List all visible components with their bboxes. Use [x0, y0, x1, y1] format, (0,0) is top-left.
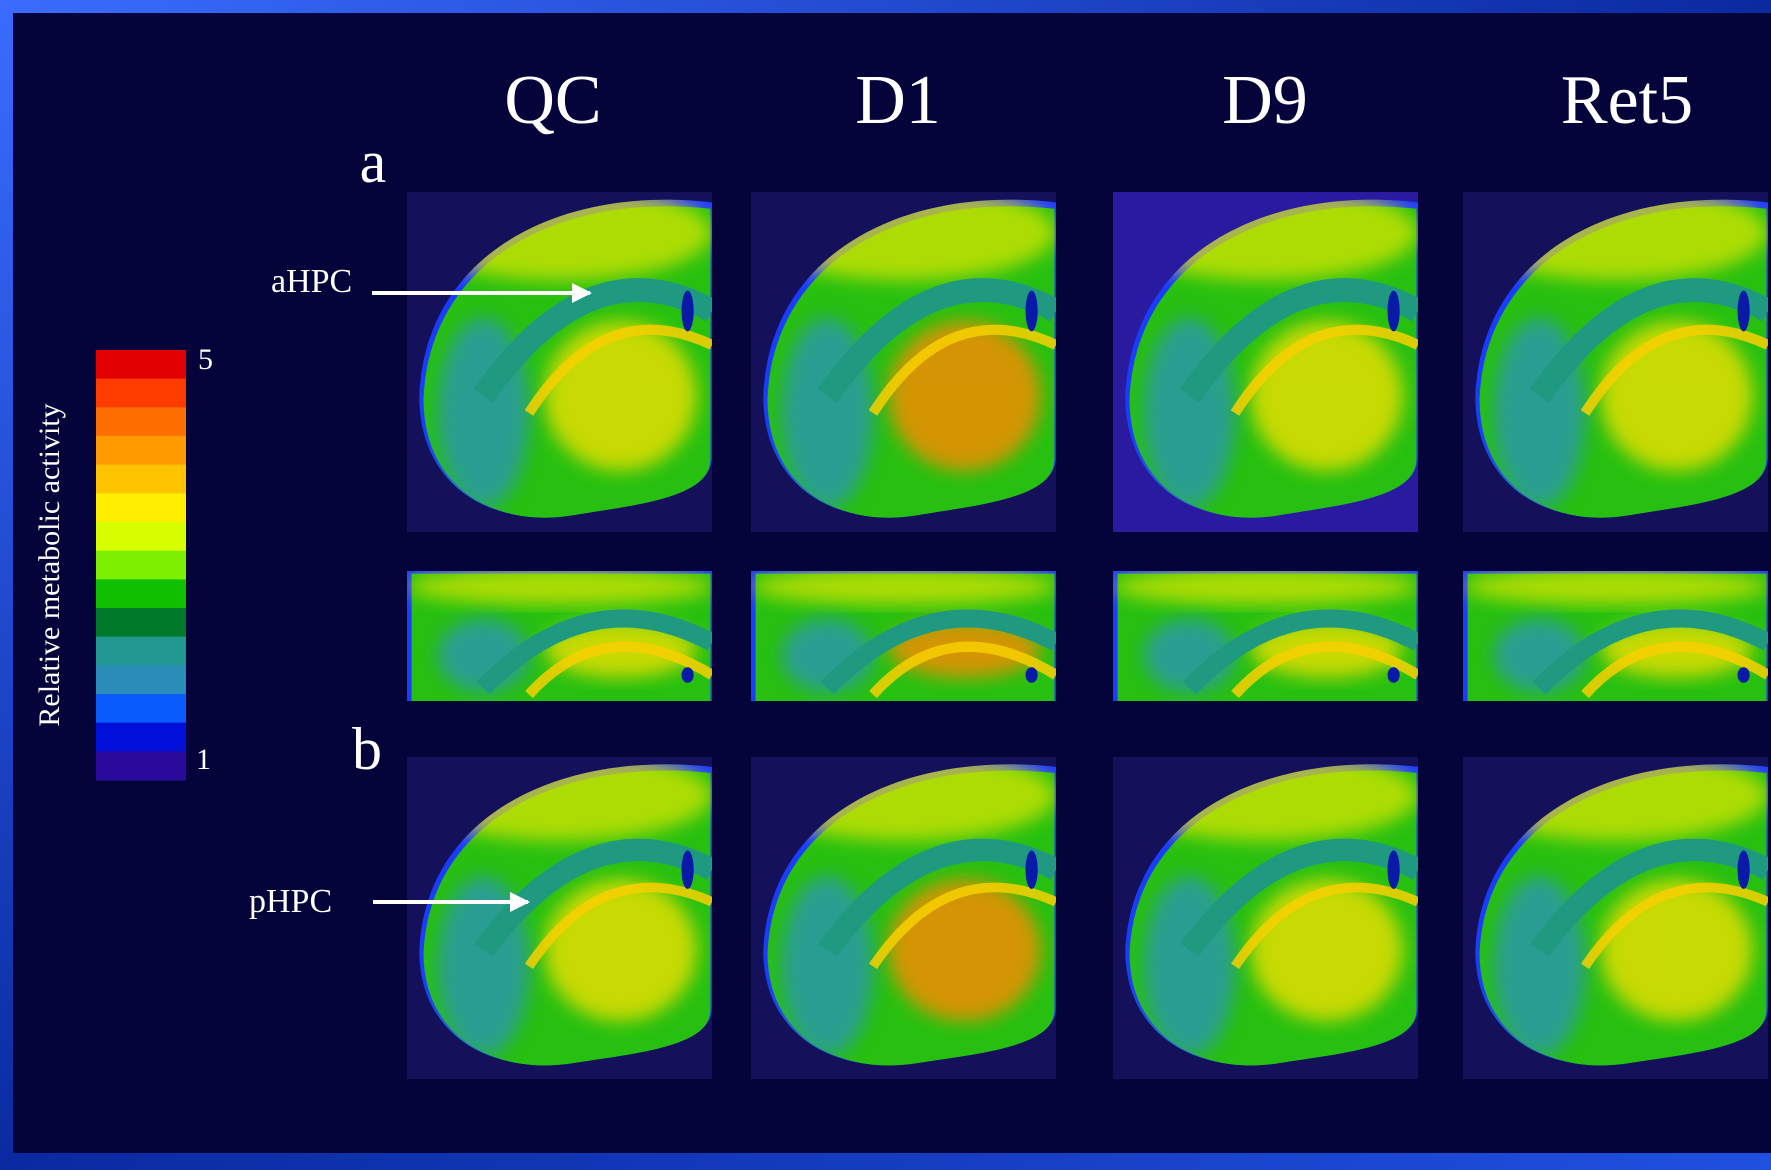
colorbar-segment [96, 551, 186, 580]
ventricle [1026, 667, 1038, 683]
colorbar-segment [96, 379, 186, 408]
cortex [1113, 568, 1418, 604]
ventricle [682, 850, 694, 889]
hot-spot [1250, 879, 1403, 1021]
column-header: D1 [855, 62, 941, 139]
colorbar-segment [96, 608, 186, 637]
ventricle [1388, 291, 1400, 332]
brain-panel [407, 568, 712, 701]
brain-panel [407, 185, 712, 532]
annotation: aHPC [271, 263, 352, 300]
brain-panel [751, 185, 1056, 532]
hot-spot [1600, 321, 1753, 471]
brain-tissue [407, 568, 712, 701]
ventricle [1738, 667, 1750, 683]
ventricle [1738, 850, 1750, 889]
brain-panel [751, 751, 1056, 1079]
column-header: QC [504, 62, 601, 139]
colorbar-max: 5 [198, 343, 213, 376]
cortex [1463, 568, 1768, 604]
colorbar-segment [96, 637, 186, 666]
ventricle [1388, 667, 1400, 683]
brain-tissue [751, 568, 1056, 701]
colorbar-segment [96, 465, 186, 494]
colorbar-segment [96, 407, 186, 436]
hot-spot [888, 879, 1041, 1021]
ventricle [1026, 291, 1038, 332]
row-label: a [360, 129, 387, 195]
colorbar-segment [96, 694, 186, 723]
brain-panel [1113, 568, 1418, 701]
cortex [751, 568, 1056, 604]
colorbar-segment [96, 350, 186, 379]
ventricle [1388, 850, 1400, 889]
colorbar-segment [96, 723, 186, 752]
hot-spot [544, 321, 697, 471]
colorbar-segment [96, 522, 186, 551]
colorbar-label: Relative metabolic activity [33, 403, 66, 726]
hot-spot [888, 321, 1041, 471]
column-header: D9 [1222, 62, 1308, 139]
colorbar-segment [96, 579, 186, 608]
page: QC D1 D9 Ret5 a b aHPC pHPC 5 1 Relative… [0, 0, 1771, 1170]
brain-panel [1463, 568, 1768, 701]
brain-tissue [1113, 568, 1418, 701]
column-header: Ret5 [1561, 62, 1693, 139]
colorbar-segment [96, 751, 186, 780]
hot-spot [1250, 321, 1403, 471]
brain-panel [1113, 185, 1418, 532]
colorbar-segment [96, 665, 186, 694]
colorbar-segment [96, 436, 186, 465]
brain-tissue [1463, 568, 1768, 701]
ventricle [1026, 850, 1038, 889]
colorbar [96, 350, 186, 781]
ventricle [682, 291, 694, 332]
annotation: pHPC [249, 883, 332, 920]
row-label: b [352, 716, 382, 782]
brain-panel [1113, 751, 1418, 1079]
hot-spot [1600, 879, 1753, 1021]
colorbar-segment [96, 493, 186, 522]
cortex [407, 568, 712, 604]
ventricle [1738, 291, 1750, 332]
brain-panel [1463, 185, 1768, 532]
figure: QC D1 D9 Ret5 a b aHPC pHPC 5 1 Relative… [0, 0, 1771, 1170]
brain-panel [751, 568, 1056, 701]
ventricle [682, 667, 694, 683]
hot-spot [544, 879, 697, 1021]
colorbar-min: 1 [196, 743, 211, 776]
brain-panel [407, 751, 712, 1079]
brain-panel [1463, 751, 1768, 1079]
